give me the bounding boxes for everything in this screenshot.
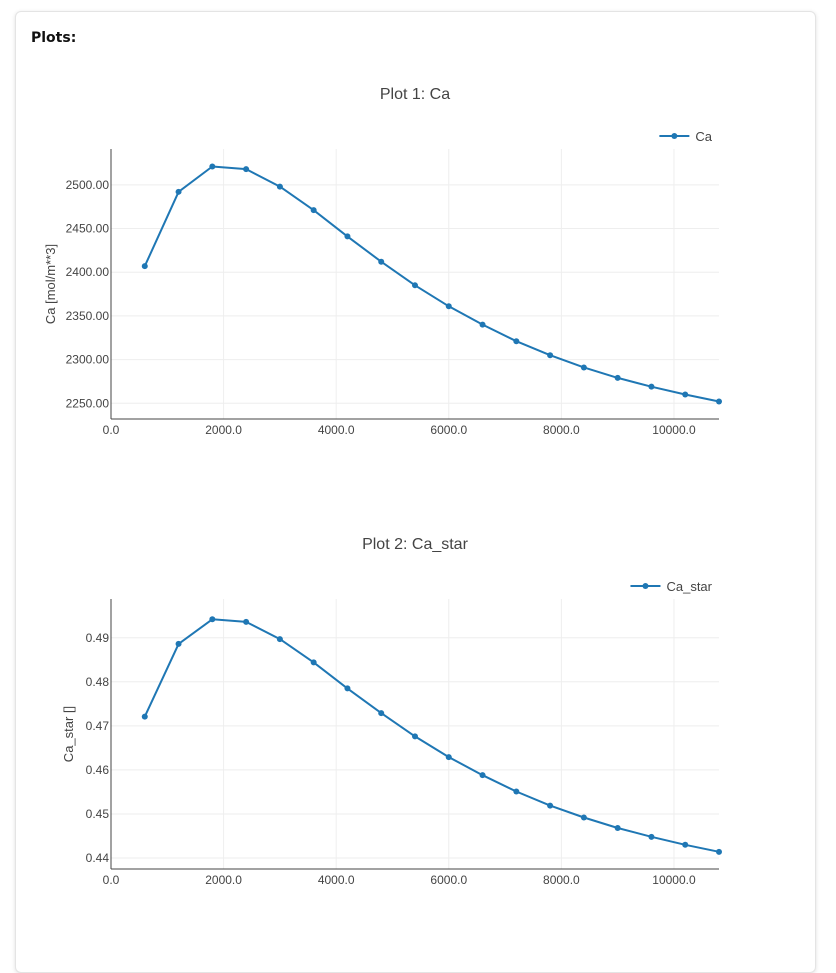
data-point[interactable] (648, 383, 655, 390)
legend-label: Ca_star (666, 579, 712, 594)
y-tick-label: 0.46 (86, 763, 110, 777)
y-tick-label: 2500.00 (66, 178, 110, 192)
plots-card: Plots: (15, 11, 816, 973)
data-point[interactable] (243, 618, 250, 625)
data-point[interactable] (141, 713, 148, 720)
data-point[interactable] (209, 616, 216, 623)
data-point[interactable] (547, 802, 554, 809)
data-point[interactable] (479, 772, 486, 779)
data-point[interactable] (682, 841, 689, 848)
plot-2-ca-star[interactable]: 0.0 2000.0 4000.0 6000.0 8000.0 10000.0 0.44 0.… (0, 450, 836, 902)
y-tick-label: 0.48 (86, 675, 110, 689)
legend-marker (671, 133, 678, 139)
x-tick-label: 6000.0 (430, 873, 467, 887)
y-tick-label: 0.47 (86, 719, 110, 733)
data-point[interactable] (716, 848, 722, 855)
series-line (143, 618, 720, 853)
data-point[interactable] (682, 391, 689, 398)
x-tick-label: 8000.0 (543, 873, 580, 887)
data-point[interactable] (310, 207, 317, 214)
series-line (143, 165, 720, 403)
data-point[interactable] (276, 183, 283, 190)
data-point[interactable] (513, 338, 520, 345)
x-tick-label: 8000.0 (543, 423, 580, 437)
y-tick-label: 2450.00 (66, 222, 110, 236)
legend-marker (642, 583, 649, 589)
y-tick-label: 2400.00 (66, 265, 110, 279)
y-tick-label: 0.45 (86, 807, 110, 821)
x-tick-label: 10000.0 (652, 873, 696, 887)
chart-title: Plot 2: Ca_star (362, 536, 469, 553)
y-axis-label: Ca [mol/m**3] (43, 244, 58, 324)
data-point[interactable] (479, 321, 486, 328)
y-tick-label: 0.49 (86, 631, 110, 645)
data-point[interactable] (580, 364, 587, 371)
x-tick-label: 0.0 (103, 873, 120, 887)
data-point[interactable] (445, 303, 452, 310)
y-tick-label: 2250.00 (66, 396, 110, 410)
x-tick-label: 10000.0 (652, 423, 696, 437)
data-point[interactable] (175, 188, 182, 195)
data-point[interactable] (580, 814, 587, 821)
data-point[interactable] (175, 640, 182, 647)
chart-title: Plot 1: Ca (380, 86, 450, 103)
data-point[interactable] (344, 233, 351, 240)
data-point[interactable] (243, 166, 250, 173)
plots-heading: Plots: (31, 30, 77, 46)
data-point[interactable] (547, 352, 554, 359)
y-tick-label: 2350.00 (66, 309, 110, 323)
x-tick-label: 6000.0 (430, 423, 467, 437)
data-point[interactable] (276, 636, 283, 643)
data-point[interactable] (716, 398, 722, 405)
data-point[interactable] (378, 710, 385, 717)
y-axis-label: Ca_star [] (61, 706, 76, 762)
legend-label: Ca (695, 129, 712, 144)
x-tick-label: 2000.0 (205, 873, 242, 887)
data-point[interactable] (141, 263, 148, 270)
plot-1-ca[interactable]: 0.0 2000.0 4000.0 6000.0 8000.0 10000.0 2250.0… (0, 0, 836, 450)
data-point[interactable] (648, 833, 655, 840)
data-point[interactable] (412, 282, 418, 289)
data-point[interactable] (614, 374, 621, 381)
data-point[interactable] (344, 685, 351, 692)
y-tick-label: 0.44 (86, 851, 110, 865)
data-point[interactable] (378, 258, 385, 265)
data-point[interactable] (445, 754, 452, 761)
y-tick-label: 2300.00 (66, 353, 110, 367)
data-point[interactable] (614, 825, 621, 832)
data-point[interactable] (209, 163, 216, 170)
data-point[interactable] (310, 659, 317, 666)
x-tick-label: 0.0 (103, 423, 120, 437)
x-tick-label: 2000.0 (205, 423, 242, 437)
data-point[interactable] (513, 788, 520, 795)
x-tick-label: 4000.0 (318, 423, 355, 437)
data-point[interactable] (412, 733, 418, 740)
x-tick-label: 4000.0 (318, 873, 355, 887)
